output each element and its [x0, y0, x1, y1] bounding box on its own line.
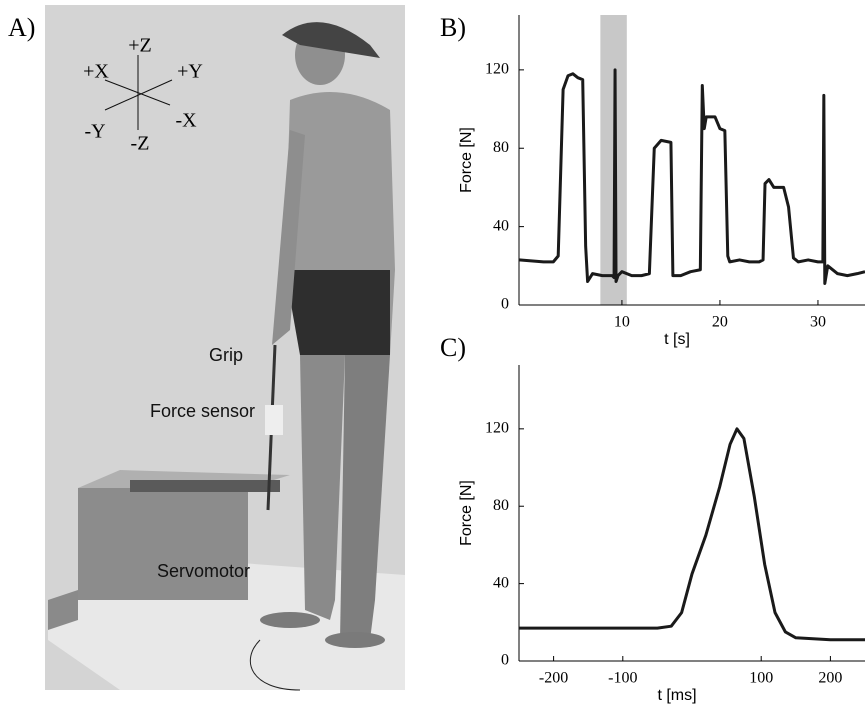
panel-label: C)	[440, 333, 466, 362]
photo-label: Force sensor	[150, 401, 255, 421]
x-tick-label: 30	[810, 314, 826, 331]
y-tick-label: 40	[493, 574, 509, 591]
figure: A) B) C) +Z +X +Y -Y -X -Z Grip Force sensor Servom…	[0, 0, 865, 710]
foot	[325, 632, 385, 648]
panel-label: A)	[8, 13, 35, 42]
x-tick-label: 20	[712, 314, 728, 331]
y-tick-label: 120	[485, 61, 509, 78]
sensor	[265, 405, 283, 435]
y-tick-label: 120	[485, 420, 509, 437]
axis-direction-label: -Y	[84, 121, 105, 143]
y-tick-label: 0	[501, 652, 509, 669]
x-tick-label: -200	[539, 670, 568, 687]
y-axis-label: Force [N]	[458, 480, 475, 546]
data-line	[519, 429, 865, 640]
axis-direction-label: +X	[83, 61, 109, 83]
x-tick-label: 100	[749, 670, 773, 687]
y-tick-label: 80	[493, 497, 509, 514]
y-axis-label: Force [N]	[458, 127, 475, 193]
panel-label: B)	[440, 13, 466, 42]
photo-label: Grip	[209, 345, 243, 365]
foot	[260, 612, 320, 628]
shorts	[285, 270, 390, 355]
axis-direction-label: +Z	[128, 35, 152, 57]
x-axis-label: t [ms]	[657, 687, 696, 704]
x-tick-label: 10	[614, 314, 630, 331]
data-line	[519, 70, 865, 284]
axis-direction-label: +Y	[177, 61, 203, 83]
axis-direction-label: -Z	[131, 133, 150, 155]
y-tick-label: 0	[501, 296, 509, 313]
x-tick-label: 200	[818, 670, 842, 687]
y-tick-label: 80	[493, 139, 509, 156]
y-tick-label: 40	[493, 217, 509, 234]
x-axis-label: t [s]	[664, 331, 690, 348]
photo-label: Servomotor	[157, 561, 250, 581]
rail	[130, 480, 280, 492]
axis-direction-label: -X	[175, 110, 197, 132]
page: A) B) C) +Z +X +Y -Y -X -Z Grip Force sensor Servom…	[0, 0, 865, 710]
x-tick-label: -100	[608, 670, 637, 687]
box	[78, 488, 248, 600]
